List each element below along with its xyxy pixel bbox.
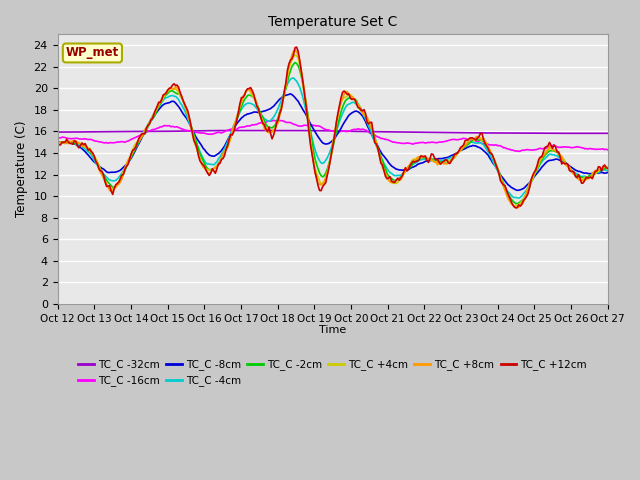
TC_C +8cm	[54, 140, 61, 145]
TC_C -32cm	[54, 129, 61, 135]
TC_C +8cm	[236, 102, 244, 108]
TC_C +4cm	[510, 203, 518, 209]
TC_C -8cm	[245, 111, 253, 117]
TC_C +4cm	[218, 156, 225, 161]
TC_C -8cm	[218, 148, 225, 154]
TC_C +12cm	[121, 167, 129, 172]
TC_C +4cm	[245, 87, 253, 93]
TC_C -2cm	[54, 140, 61, 145]
TC_C -16cm	[236, 124, 244, 130]
Line: TC_C -8cm: TC_C -8cm	[58, 94, 608, 191]
TC_C +12cm	[512, 205, 520, 211]
TC_C -4cm	[121, 165, 129, 171]
TC_C -8cm	[236, 117, 244, 123]
TC_C -16cm	[54, 135, 61, 141]
TC_C -32cm	[236, 128, 244, 133]
TC_C +8cm	[218, 155, 225, 160]
TC_C +4cm	[296, 62, 303, 68]
TC_C -4cm	[290, 75, 298, 81]
TC_C -2cm	[604, 165, 612, 170]
TC_C -2cm	[512, 201, 520, 206]
TC_C -4cm	[236, 109, 244, 115]
TC_C -16cm	[515, 148, 523, 154]
TC_C -8cm	[287, 91, 294, 97]
TC_C -16cm	[576, 144, 584, 150]
TC_C -32cm	[296, 128, 303, 133]
TC_C -32cm	[259, 128, 267, 133]
TC_C -2cm	[218, 155, 225, 161]
TC_C -4cm	[576, 173, 584, 179]
TC_C +4cm	[54, 140, 61, 145]
TC_C -32cm	[604, 131, 612, 136]
TC_C +4cm	[576, 176, 584, 182]
TC_C +12cm	[604, 166, 612, 171]
Y-axis label: Temperature (C): Temperature (C)	[15, 121, 28, 217]
TC_C -4cm	[515, 195, 523, 201]
TC_C -2cm	[576, 174, 584, 180]
TC_C +8cm	[513, 205, 521, 211]
TC_C -4cm	[296, 84, 303, 90]
TC_C -8cm	[576, 168, 584, 174]
TC_C +8cm	[604, 167, 612, 172]
TC_C +8cm	[576, 178, 584, 183]
TC_C -4cm	[604, 168, 612, 174]
TC_C -8cm	[54, 140, 61, 145]
TC_C -16cm	[121, 139, 129, 145]
TC_C -4cm	[245, 100, 253, 106]
TC_C -2cm	[236, 108, 244, 114]
Line: TC_C -2cm: TC_C -2cm	[58, 62, 608, 204]
TC_C -2cm	[296, 67, 303, 73]
TC_C -16cm	[604, 147, 612, 153]
Line: TC_C +8cm: TC_C +8cm	[58, 50, 608, 208]
TC_C -32cm	[245, 128, 253, 133]
TC_C +4cm	[291, 52, 299, 58]
TC_C +12cm	[54, 141, 61, 146]
TC_C +8cm	[296, 58, 303, 64]
TC_C +12cm	[218, 156, 225, 162]
TC_C -8cm	[513, 188, 521, 193]
Line: TC_C +4cm: TC_C +4cm	[58, 55, 608, 206]
Text: WP_met: WP_met	[66, 47, 119, 60]
X-axis label: Time: Time	[319, 325, 346, 335]
TC_C -16cm	[270, 118, 278, 123]
TC_C +4cm	[121, 165, 129, 170]
TC_C -16cm	[245, 123, 253, 129]
TC_C -2cm	[291, 60, 299, 65]
TC_C +8cm	[245, 86, 253, 92]
TC_C +4cm	[604, 164, 612, 170]
Line: TC_C +12cm: TC_C +12cm	[58, 47, 608, 208]
TC_C -32cm	[121, 129, 129, 134]
Line: TC_C -4cm: TC_C -4cm	[58, 78, 608, 198]
TC_C +12cm	[245, 85, 253, 91]
TC_C +12cm	[292, 44, 300, 50]
Line: TC_C -32cm: TC_C -32cm	[58, 131, 608, 133]
TC_C +12cm	[236, 101, 244, 107]
TC_C +12cm	[296, 57, 303, 63]
TC_C -16cm	[296, 123, 303, 129]
TC_C -32cm	[575, 131, 582, 136]
TC_C -16cm	[218, 130, 225, 136]
TC_C +4cm	[236, 104, 244, 110]
TC_C +8cm	[291, 47, 299, 53]
TC_C -2cm	[245, 92, 253, 98]
TC_C -8cm	[121, 163, 129, 168]
TC_C -8cm	[604, 169, 612, 175]
TC_C -8cm	[296, 101, 303, 107]
TC_C -4cm	[54, 140, 61, 145]
Legend: TC_C -32cm, TC_C -16cm, TC_C -8cm, TC_C -4cm, TC_C -2cm, TC_C +4cm, TC_C +8cm, T: TC_C -32cm, TC_C -16cm, TC_C -8cm, TC_C …	[74, 355, 591, 390]
Line: TC_C -16cm: TC_C -16cm	[58, 120, 608, 151]
TC_C -32cm	[218, 128, 225, 133]
Title: Temperature Set C: Temperature Set C	[268, 15, 397, 29]
TC_C -4cm	[218, 151, 225, 156]
TC_C +12cm	[576, 176, 584, 181]
TC_C -2cm	[121, 168, 129, 173]
TC_C +8cm	[121, 165, 129, 171]
